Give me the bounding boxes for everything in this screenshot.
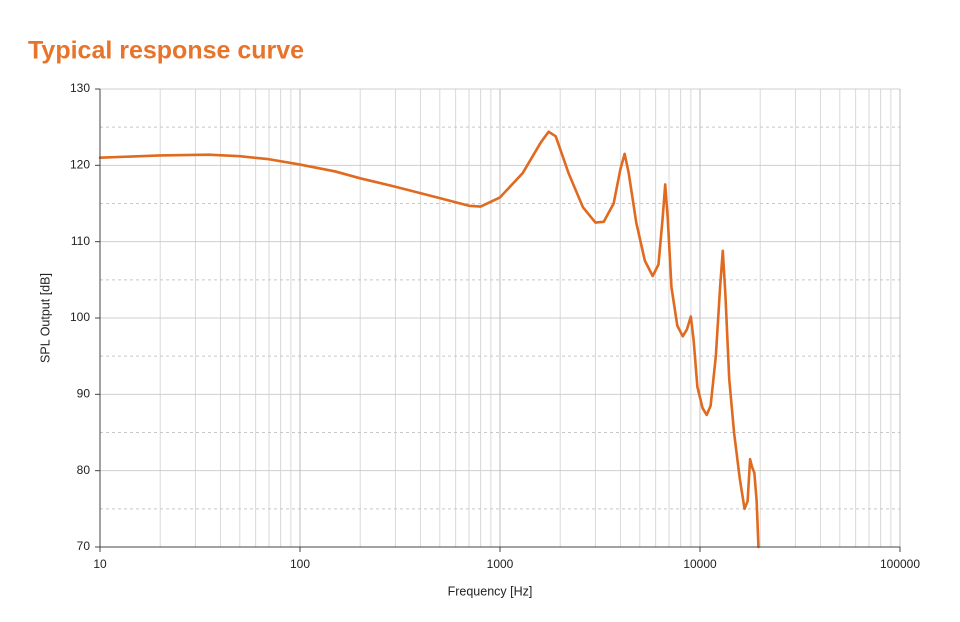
chart-title: Typical response curve [28,37,304,65]
line-series [98,130,760,549]
y-tick-label: 70 [77,539,91,553]
y-tick-label: 90 [77,387,91,401]
plot [98,130,760,549]
x-tick-label: 10000 [683,557,717,571]
grid [99,88,901,548]
y-tick-label: 120 [70,158,90,172]
y-tick-label: 130 [70,81,90,95]
y-tick-label: 80 [77,463,91,477]
y-tick-label: 100 [70,310,90,324]
x-tick-label: 10 [93,557,107,571]
x-tick-label: 100 [290,557,310,571]
y-axis-label: SPL Output [dB] [38,273,52,363]
x-tick-label: 1000 [487,557,514,571]
x-tick-label: 100000 [880,557,920,571]
x-axis-label: Frequency [Hz] [448,584,533,598]
y-tick-label: 110 [71,234,90,248]
